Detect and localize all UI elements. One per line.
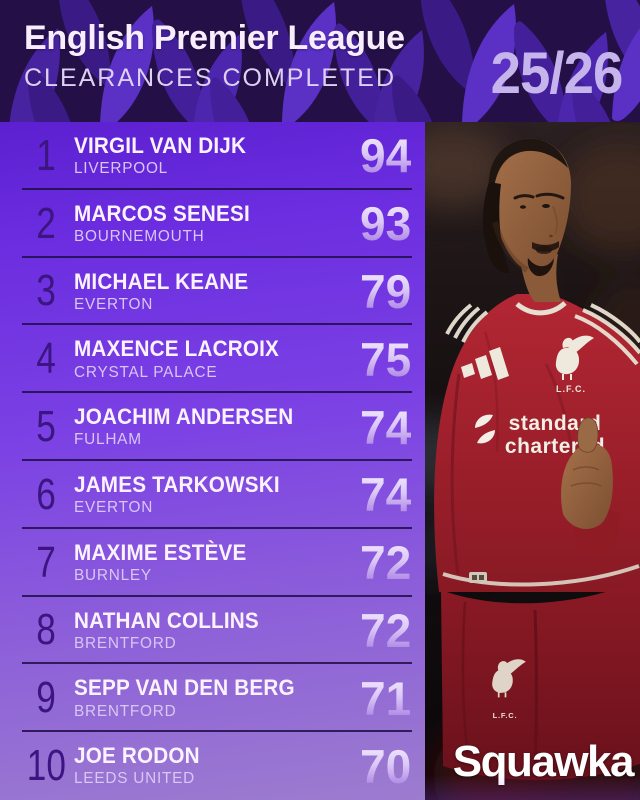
adidas-logo-icon bbox=[461, 347, 509, 380]
clearances-value: 93 bbox=[359, 197, 411, 251]
player-name: MAXIME ESTÈVE bbox=[74, 539, 247, 565]
standard-chartered-icon bbox=[475, 414, 495, 444]
table-row: 4 MAXENCE LACROIX CRYSTAL PALACE 75 bbox=[0, 325, 425, 393]
player-name: MAXENCE LACROIX bbox=[74, 336, 280, 362]
clearances-value: 74 bbox=[359, 468, 411, 522]
clearances-value: 94 bbox=[359, 129, 411, 183]
shorts-crest-text: L.F.C. bbox=[493, 711, 518, 720]
player-name: JOE RODON bbox=[74, 743, 200, 769]
player-hand bbox=[561, 417, 621, 556]
season-label: 25/26 bbox=[490, 41, 623, 106]
team-name: FULHAM bbox=[74, 431, 142, 449]
flame-pattern-background bbox=[0, 0, 640, 122]
header: English Premier League CLEARANCES COMPLE… bbox=[0, 0, 640, 122]
team-name: LEEDS UNITED bbox=[74, 770, 196, 788]
crest-text: L.F.C. bbox=[556, 384, 586, 394]
rank-number: 1 bbox=[36, 130, 56, 180]
team-name: EVERTON bbox=[74, 499, 154, 517]
adidas-shoulder-stripes bbox=[445, 303, 640, 366]
table-row: 2 MARCOS SENESI BOURNEMOUTH 93 bbox=[0, 190, 425, 258]
team-name: BOURNEMOUTH bbox=[74, 227, 205, 245]
rank-number: 8 bbox=[36, 605, 56, 655]
table-row: 9 SEPP VAN DEN BERG BRENTFORD 71 bbox=[0, 664, 425, 732]
player-name: MARCOS SENESI bbox=[74, 200, 250, 226]
player-name: MICHAEL KEANE bbox=[74, 268, 249, 294]
team-name: BURNLEY bbox=[74, 566, 152, 584]
player-name: JOACHIM ANDERSEN bbox=[74, 404, 294, 430]
team-name: LIVERPOOL bbox=[74, 160, 168, 178]
leaderboard-panel: 1 VIRGIL VAN DIJK LIVERPOOL 94 2 MARCOS … bbox=[0, 122, 425, 800]
clearances-value: 72 bbox=[359, 536, 411, 590]
clearances-value: 72 bbox=[359, 603, 411, 657]
team-name: CRYSTAL PALACE bbox=[74, 363, 218, 381]
rank-number: 2 bbox=[36, 198, 56, 248]
rank-number: 9 bbox=[36, 673, 56, 723]
clearances-value: 70 bbox=[359, 739, 411, 793]
clearances-value: 71 bbox=[359, 671, 411, 725]
rank-number: 4 bbox=[36, 334, 56, 384]
player-name: JAMES TARKOWSKI bbox=[74, 472, 280, 498]
rank-number: 10 bbox=[26, 741, 66, 791]
clearances-value: 74 bbox=[359, 400, 411, 454]
page-title: English Premier League bbox=[24, 19, 405, 57]
player-illustration: L.F.C. standard chartered bbox=[425, 122, 640, 800]
title-block: English Premier League CLEARANCES COMPLE… bbox=[24, 20, 405, 93]
clearances-value: 75 bbox=[359, 332, 411, 386]
table-row: 7 MAXIME ESTÈVE BURNLEY 72 bbox=[0, 529, 425, 597]
team-name: BRENTFORD bbox=[74, 634, 177, 652]
team-name: BRENTFORD bbox=[74, 702, 177, 720]
team-name: EVERTON bbox=[74, 295, 154, 313]
table-row: 8 NATHAN COLLINS BRENTFORD 72 bbox=[0, 597, 425, 665]
table-row: 10 JOE RODON LEEDS UNITED 70 bbox=[0, 732, 425, 800]
table-row: 1 VIRGIL VAN DIJK LIVERPOOL 94 bbox=[0, 122, 425, 190]
page-subtitle: CLEARANCES COMPLETED bbox=[24, 63, 397, 92]
rank-number: 3 bbox=[36, 266, 56, 316]
table-row: 6 JAMES TARKOWSKI EVERTON 74 bbox=[0, 461, 425, 529]
clearances-value: 79 bbox=[359, 264, 411, 318]
player-name: SEPP VAN DEN BERG bbox=[74, 675, 295, 701]
rank-number: 5 bbox=[36, 402, 56, 452]
table-row: 5 JOACHIM ANDERSEN FULHAM 74 bbox=[0, 393, 425, 461]
player-name: NATHAN COLLINS bbox=[74, 607, 259, 633]
sponsor-text-line1: standard bbox=[509, 412, 602, 435]
rank-number: 7 bbox=[36, 537, 56, 587]
rank-number: 6 bbox=[36, 469, 56, 519]
player-photo: L.F.C. standard chartered bbox=[425, 122, 640, 800]
squawka-logo: Squawka bbox=[452, 737, 635, 786]
player-name: VIRGIL VAN DIJK bbox=[74, 133, 247, 159]
table-row: 3 MICHAEL KEANE EVERTON 79 bbox=[0, 258, 425, 326]
